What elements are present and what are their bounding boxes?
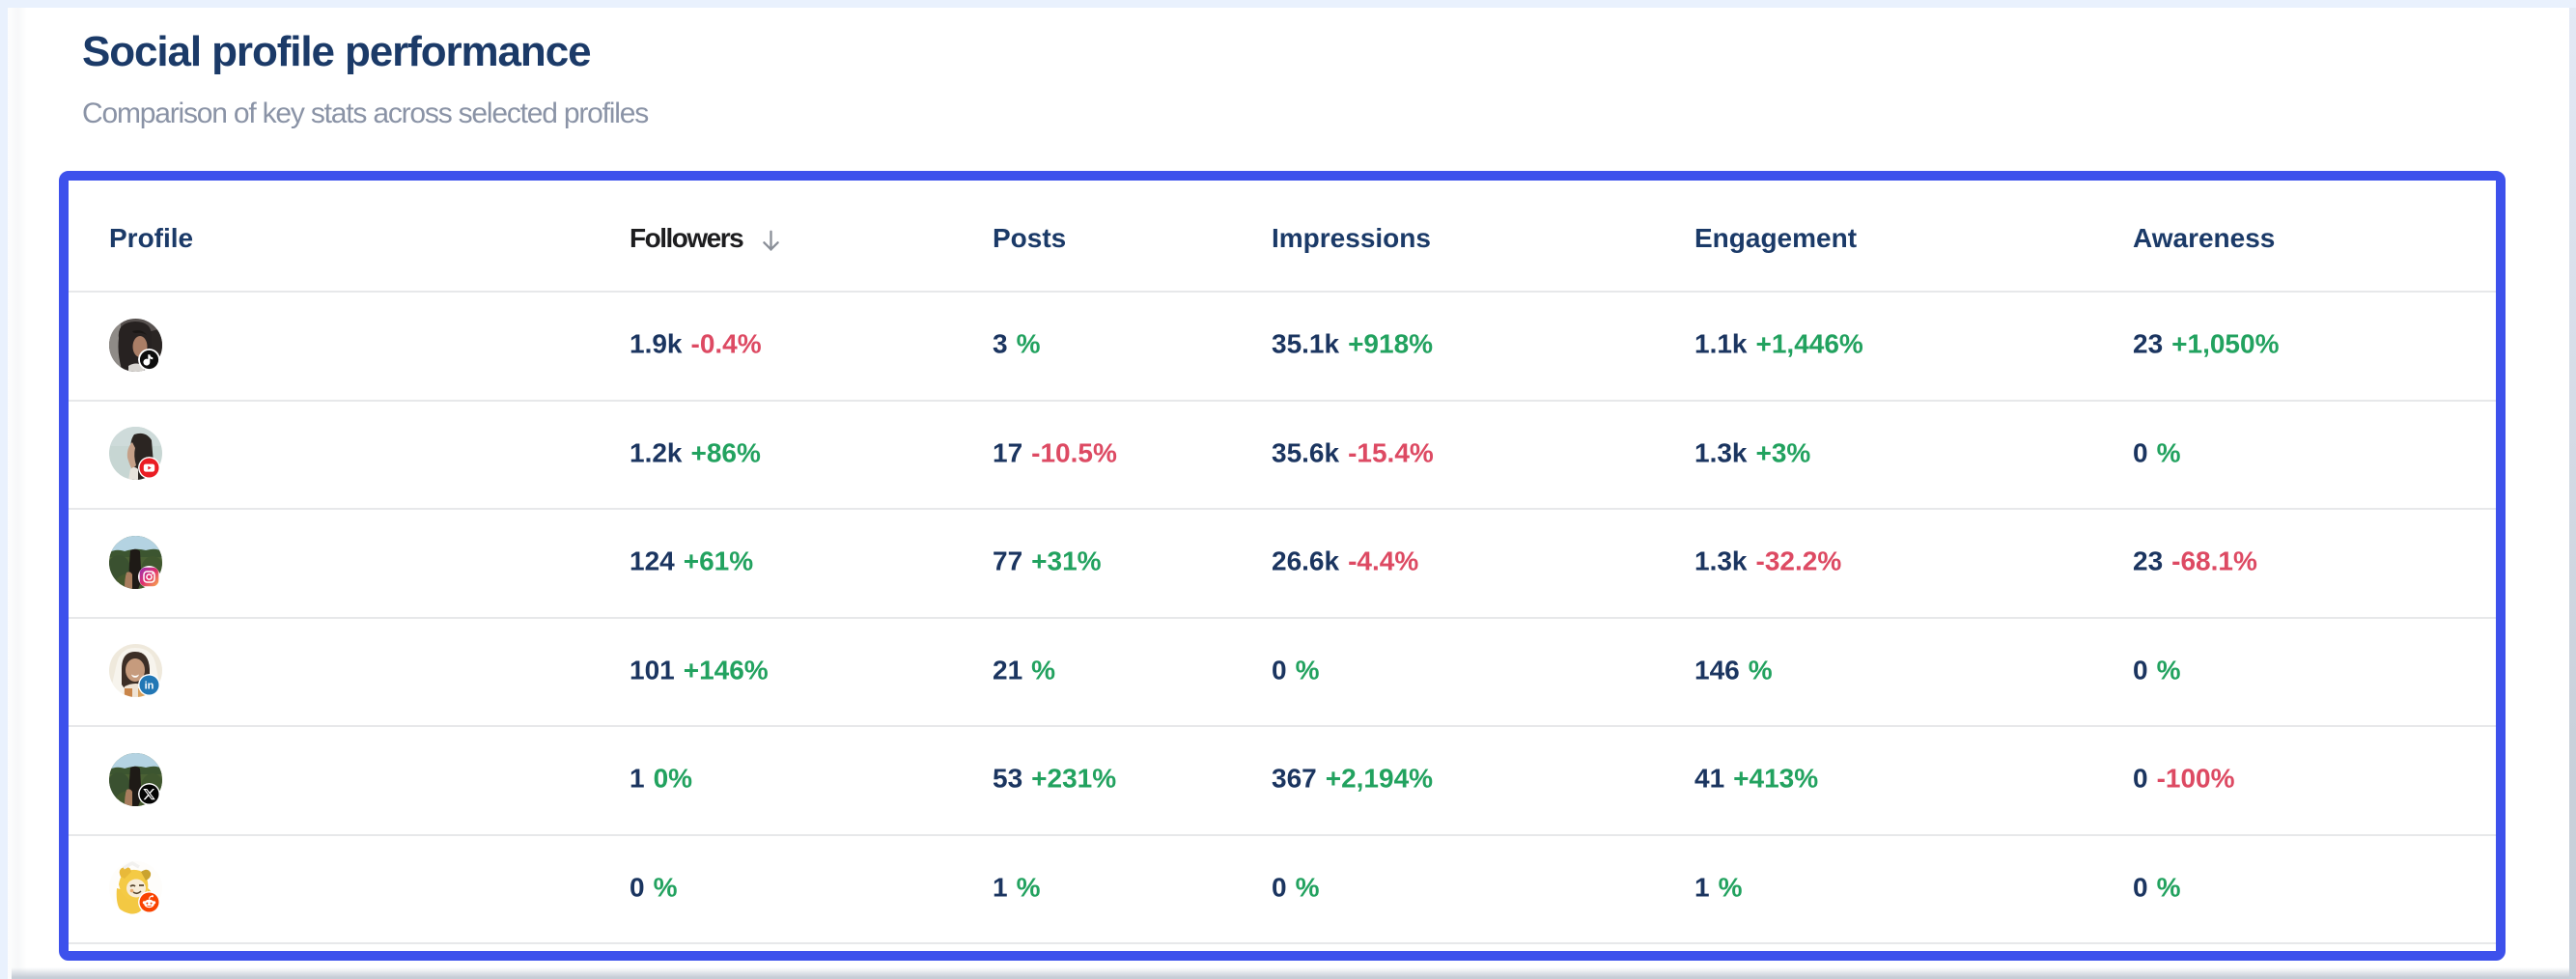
svg-text:in: in — [145, 681, 154, 692]
